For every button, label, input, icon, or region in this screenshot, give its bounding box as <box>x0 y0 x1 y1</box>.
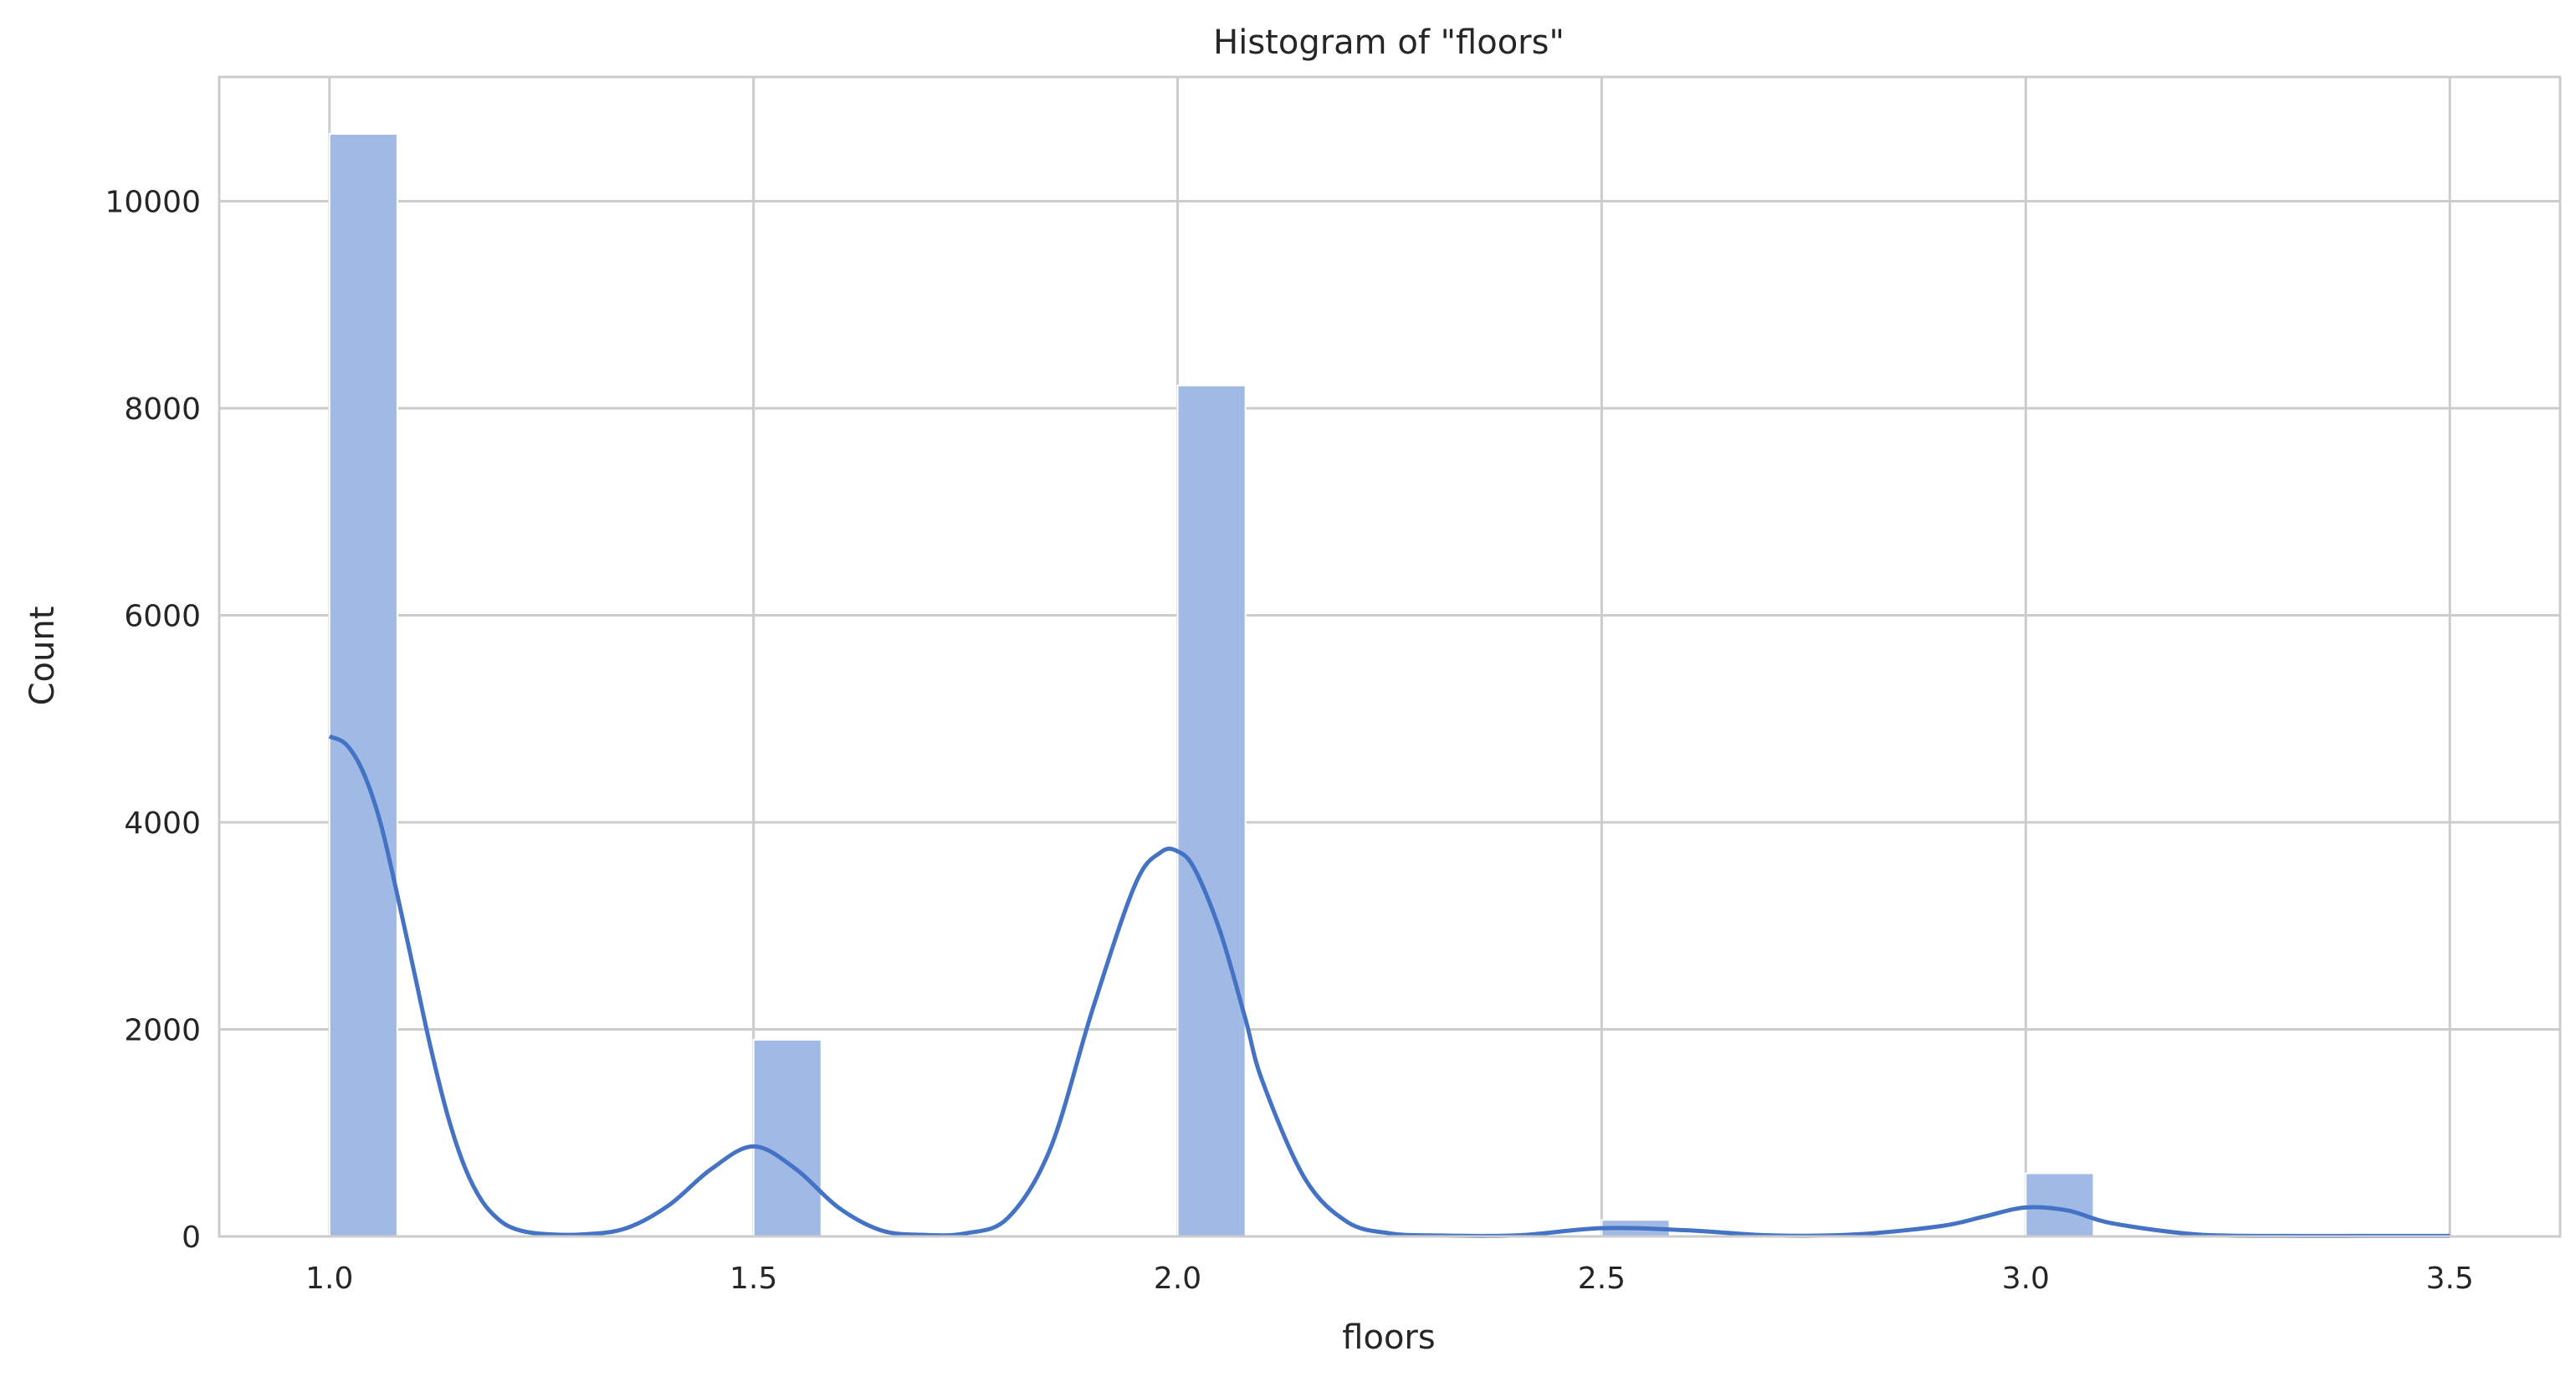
x-tick-label: 1.5 <box>730 1262 777 1296</box>
axes-spine <box>218 75 2562 1238</box>
x-axis-label: floors <box>1342 1318 1435 1357</box>
x-tick-label: 1.0 <box>305 1262 353 1296</box>
axes-frame <box>218 75 2562 1238</box>
histogram-bar <box>752 1038 822 1237</box>
y-tick-label: 10000 <box>105 186 201 220</box>
y-tick-label: 2000 <box>124 1014 201 1048</box>
x-tick-label: 3.0 <box>2002 1262 2050 1296</box>
y-tick-label: 6000 <box>124 600 201 634</box>
y-tick-label: 4000 <box>124 806 201 841</box>
x-tick-label: 2.5 <box>1578 1262 1626 1296</box>
histogram-bar <box>1176 384 1247 1237</box>
histogram-bar <box>2025 1172 2095 1237</box>
kde-curve-group <box>328 734 2451 1239</box>
y-tick-label: 0 <box>182 1221 201 1255</box>
grid-lines <box>219 77 2560 1238</box>
y-tick-label: 8000 <box>124 392 201 427</box>
x-tick-label: 2.0 <box>1154 1262 1201 1296</box>
y-tick-labels: 0 2000 4000 6000 8000 10000 <box>105 186 201 1256</box>
histogram-bars <box>328 133 2095 1237</box>
x-tick-labels: 1.0 1.5 2.0 2.5 3.0 3.5 <box>305 1262 2474 1296</box>
chart-title: Histogram of "floors" <box>1213 23 1565 62</box>
y-axis-label: Count <box>23 607 62 706</box>
histogram-bar <box>328 133 398 1237</box>
kde-curve <box>328 734 2451 1239</box>
x-tick-label: 3.5 <box>2426 1262 2474 1296</box>
